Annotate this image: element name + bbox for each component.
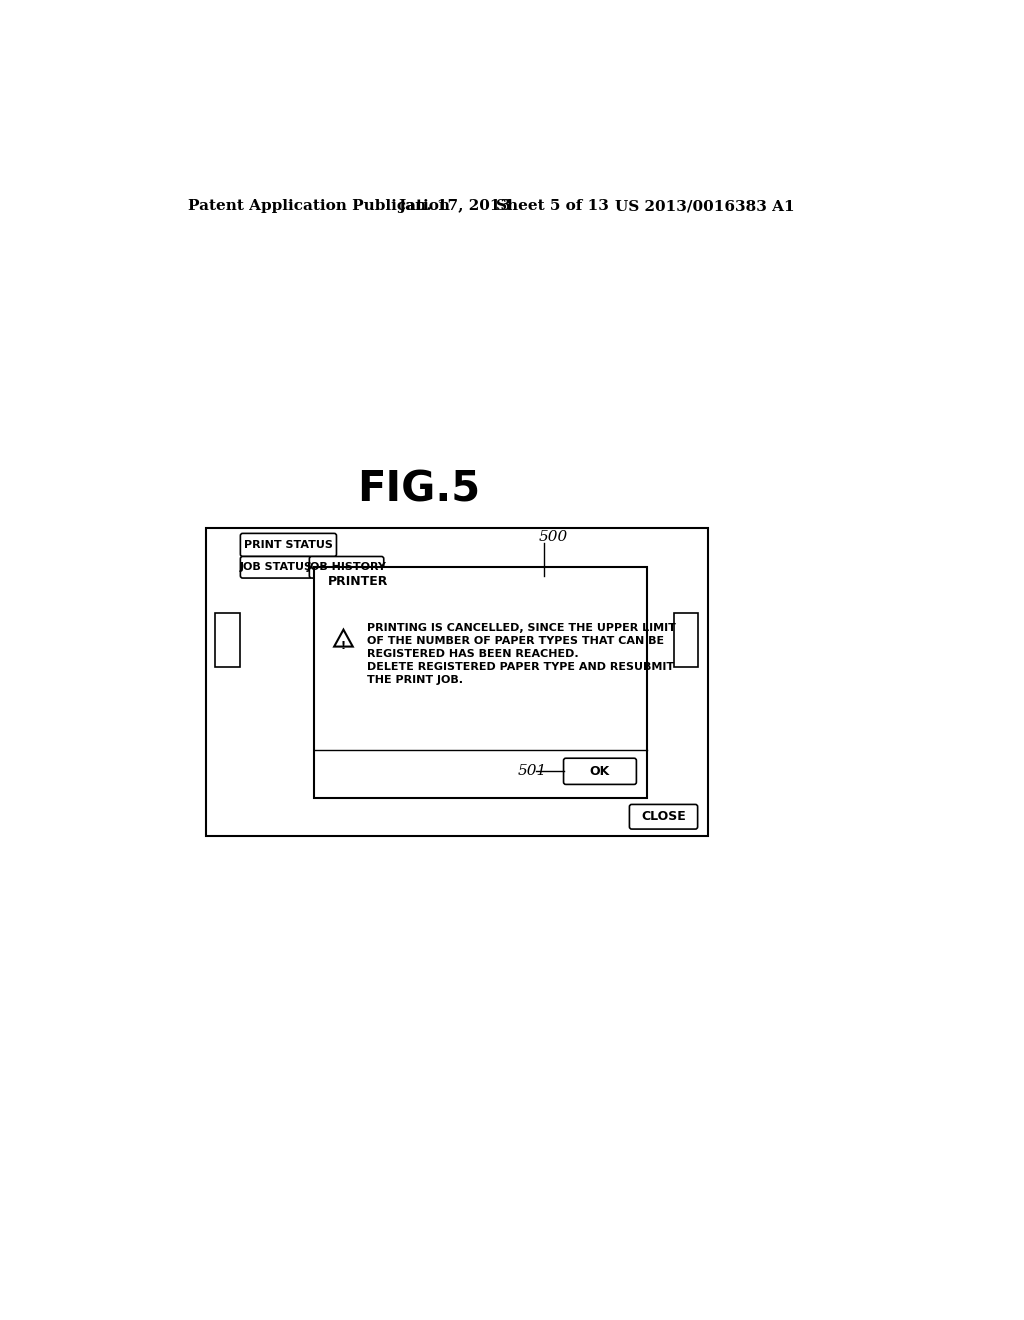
Text: JOB HISTORY: JOB HISTORY [306,562,386,573]
Bar [314,566,647,797]
Text: US 2013/0016383 A1: US 2013/0016383 A1 [614,199,795,213]
Text: PRINTING IS CANCELLED, SINCE THE UPPER LIMIT: PRINTING IS CANCELLED, SINCE THE UPPER L… [367,623,676,634]
Text: Patent Application Publication: Patent Application Publication [188,199,451,213]
FancyBboxPatch shape [241,533,337,557]
Text: PRINTER: PRINTER [328,576,388,589]
Text: PRINT STATUS: PRINT STATUS [244,540,333,550]
Polygon shape [334,630,352,647]
Text: Sheet 5 of 13: Sheet 5 of 13 [496,199,609,213]
Text: DELETE REGISTERED PAPER TYPE AND RESUBMIT: DELETE REGISTERED PAPER TYPE AND RESUBMI… [367,663,674,672]
FancyBboxPatch shape [309,557,384,578]
Text: JOB STATUS: JOB STATUS [240,562,312,573]
Text: Jan. 17, 2013: Jan. 17, 2013 [397,199,511,213]
FancyBboxPatch shape [630,804,697,829]
FancyBboxPatch shape [563,758,636,784]
Text: OF THE NUMBER OF PAPER TYPES THAT CAN BE: OF THE NUMBER OF PAPER TYPES THAT CAN BE [367,636,664,647]
Text: THE PRINT JOB.: THE PRINT JOB. [367,676,463,685]
Text: 501: 501 [518,764,547,779]
FancyBboxPatch shape [241,557,311,578]
Text: OK: OK [590,764,610,777]
Bar [674,612,698,667]
Text: CLOSE: CLOSE [641,810,686,824]
Bar [215,612,240,667]
Text: 500: 500 [539,531,568,544]
Text: FIG.5: FIG.5 [357,469,480,511]
Text: !: ! [341,640,346,651]
Bar [206,528,708,836]
Text: REGISTERED HAS BEEN REACHED.: REGISTERED HAS BEEN REACHED. [367,649,579,659]
